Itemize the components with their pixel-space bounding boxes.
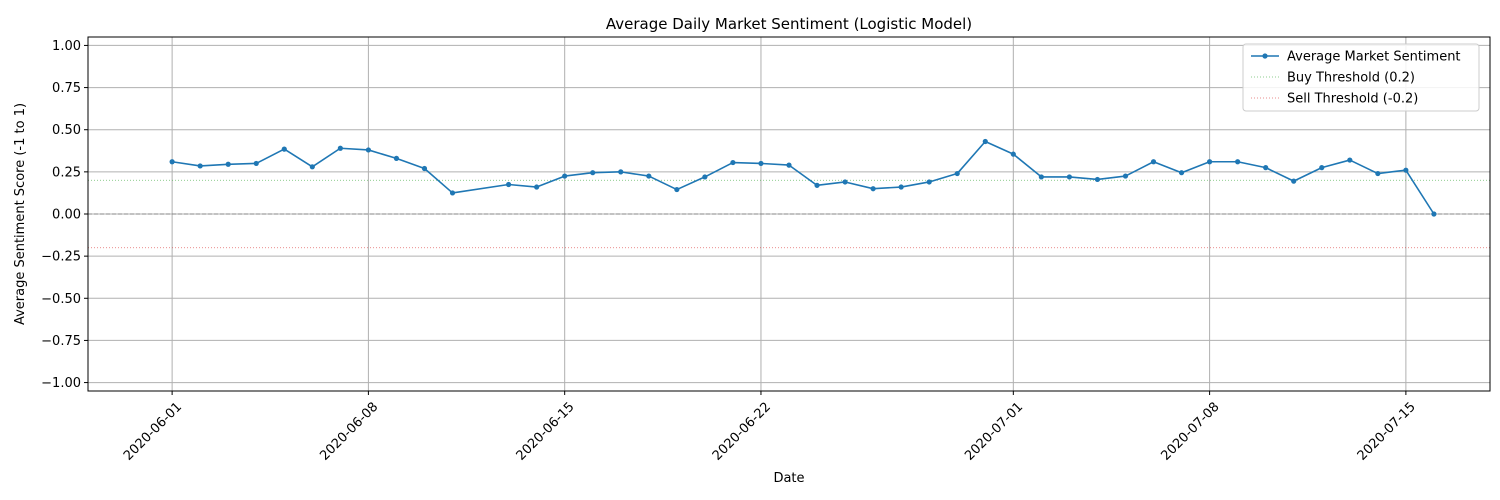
data-point (1150, 159, 1157, 165)
data-point (1319, 165, 1325, 171)
data-point (1403, 167, 1409, 173)
y-tick-label: −0.50 (41, 292, 81, 307)
data-point (730, 159, 736, 166)
data-point (1291, 178, 1297, 184)
legend-label: Sell Threshold (-0.2) (1287, 92, 1418, 107)
data-point (1375, 170, 1381, 177)
data-point (590, 170, 596, 176)
data-point (982, 138, 988, 145)
legend-box (1242, 43, 1480, 112)
data-point (1263, 165, 1269, 171)
data-point (870, 186, 876, 192)
y-tick-label: −0.25 (41, 250, 81, 265)
y-axis-label: Average Sentiment Score (-1 to 1) (13, 103, 28, 325)
y-tick-label: −0.75 (41, 334, 81, 349)
data-point (393, 155, 400, 161)
data-point (197, 163, 203, 169)
data-point (786, 162, 792, 168)
data-point (646, 173, 652, 179)
data-point (618, 169, 624, 175)
data-point (1094, 176, 1101, 183)
y-tick-label: 0.75 (52, 81, 81, 96)
legend-label: Buy Threshold (0.2) (1287, 71, 1415, 86)
data-point (674, 186, 680, 193)
y-tick-label: 0.25 (52, 165, 81, 180)
data-point (506, 181, 512, 188)
data-point (842, 179, 848, 185)
data-point (954, 170, 960, 177)
data-point (1038, 174, 1044, 180)
y-tick-label: 0.50 (52, 123, 81, 138)
data-point (337, 145, 343, 151)
data-point (253, 160, 259, 167)
data-point (1122, 173, 1129, 179)
data-point (1207, 159, 1213, 165)
legend-marker (1262, 53, 1268, 59)
data-point (309, 164, 315, 170)
data-point (1431, 211, 1437, 217)
data-point (1235, 159, 1241, 165)
data-point (421, 165, 428, 172)
grid-layer (88, 37, 1490, 391)
data-point (169, 159, 175, 165)
data-point (1066, 174, 1072, 180)
data-point (562, 173, 568, 179)
y-tick-label: 1.00 (52, 39, 81, 54)
data-point (1178, 170, 1185, 176)
data-point (1347, 157, 1353, 163)
data-point (365, 147, 371, 153)
data-point (1010, 151, 1016, 157)
data-point (898, 184, 904, 190)
data-point (449, 190, 456, 196)
data-point (814, 182, 820, 188)
y-axis-ticks: −1.00 −0.75 −0.50 −0.25 0.00 0.25 0.50 0.75 1.00 (41, 39, 88, 391)
data-point (534, 184, 540, 190)
legend: Average Market Sentiment Buy Threshold (0… (1242, 43, 1480, 112)
data-point (758, 160, 764, 167)
data-point (281, 146, 287, 152)
legend-label: Average Market Sentiment (1287, 50, 1461, 65)
data-point (926, 179, 932, 185)
chart-title: Average Daily Market Sentiment (Logistic… (606, 15, 972, 33)
y-tick-label: −1.00 (41, 376, 81, 391)
y-tick-label: 0.00 (52, 208, 81, 223)
x-axis-label: Date (773, 471, 804, 486)
data-point (702, 174, 708, 180)
data-point (225, 161, 231, 167)
series-layer (169, 138, 1437, 217)
